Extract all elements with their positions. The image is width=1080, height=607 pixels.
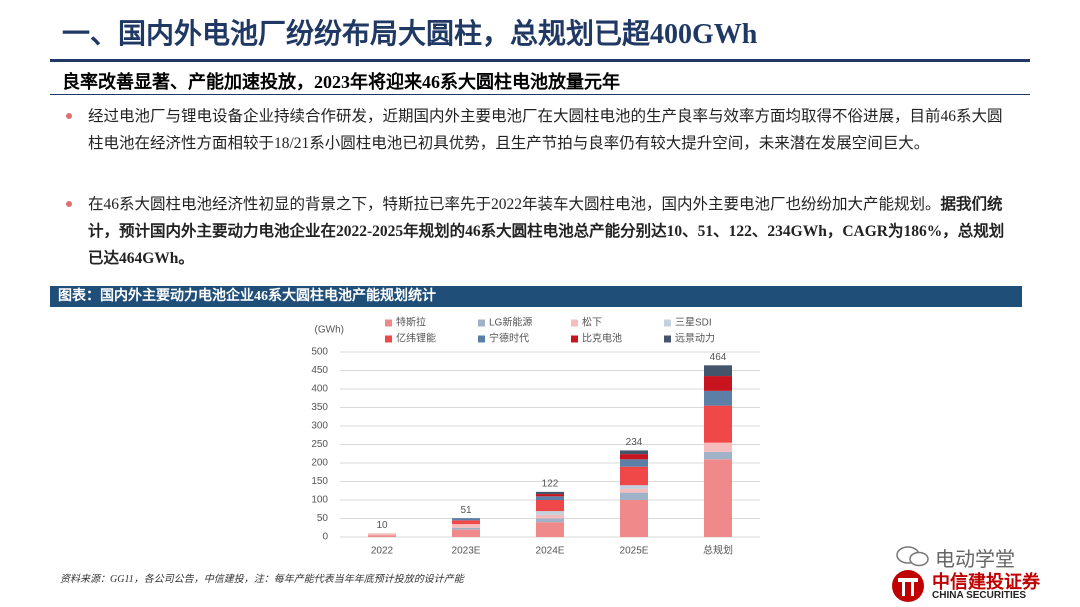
subtitle-rule xyxy=(50,94,1030,95)
x-tick-label: 总规划 xyxy=(703,544,733,557)
y-tick-label: 200 xyxy=(311,458,328,469)
legend-swatch xyxy=(385,319,392,327)
bar-segment xyxy=(536,522,564,537)
y-tick-label: 450 xyxy=(311,365,328,376)
y-tick-label: 500 xyxy=(311,347,328,358)
y-tick-label: 250 xyxy=(311,439,328,450)
bar-segment xyxy=(452,524,480,528)
x-tick-label: 2023E xyxy=(452,546,481,557)
bar-segment xyxy=(704,442,732,452)
logo-name: 中信建投证券 xyxy=(932,572,1040,592)
bullet-text: 经过电池厂与锂电设备企业持续合作研发，近期国内外主要电池厂在大圆柱电池的生产良率… xyxy=(88,108,1003,152)
bullet-text: 在46系大圆柱电池经济性初显的背景之下，特斯拉已率先于2022年装车大圆柱电池，… xyxy=(88,196,941,213)
y-tick-label: 0 xyxy=(322,532,328,543)
logo-mark xyxy=(892,570,924,602)
bar-segment xyxy=(452,529,480,537)
legend-label: 比克电池 xyxy=(582,332,622,345)
total-label: 234 xyxy=(626,437,643,448)
x-tick-label: 2024E xyxy=(536,546,565,557)
legend-swatch xyxy=(478,335,485,343)
watermark: 电动学堂 xyxy=(935,547,1015,571)
legend-label: LG新能源 xyxy=(489,316,532,329)
legend-label: 三星SDI xyxy=(675,317,712,329)
legend-label: 亿纬锂能 xyxy=(396,332,436,345)
bar-segment xyxy=(620,492,648,500)
legend-label: 宁德时代 xyxy=(489,332,529,345)
bar-segment xyxy=(620,488,648,493)
bar-segment xyxy=(704,376,732,391)
y-tick-label: 300 xyxy=(311,421,328,432)
bar-segment xyxy=(620,450,648,455)
source-note: 资料来源：GG11，各公司公告，中信建投，注：每年产能代表当年年底预计投放的设计… xyxy=(60,574,464,585)
legend-swatch xyxy=(664,319,671,327)
bar-segment xyxy=(536,500,564,512)
legend-label: 松下 xyxy=(582,316,602,329)
legend-swatch xyxy=(478,319,485,327)
x-tick-label: 2025E xyxy=(620,546,649,557)
bar-segment xyxy=(704,451,732,460)
y-tick-label: 150 xyxy=(311,476,328,487)
logo-english: CHINA SECURITIES xyxy=(932,590,1027,601)
bar-segment xyxy=(704,405,732,443)
legend-label: 特斯拉 xyxy=(396,316,426,329)
total-label: 51 xyxy=(460,505,472,516)
bar-segment xyxy=(620,454,648,460)
bar-segment xyxy=(452,520,480,525)
legend-label: 远景动力 xyxy=(675,332,715,345)
bar-segment xyxy=(536,514,564,519)
total-label: 10 xyxy=(376,520,388,531)
legend-swatch xyxy=(571,335,578,343)
bar-segment xyxy=(536,518,564,523)
legend-swatch xyxy=(664,335,671,343)
bar-segment xyxy=(452,527,480,530)
bar-segment xyxy=(368,535,396,537)
y-tick-label: 50 xyxy=(317,513,329,524)
bar-segment xyxy=(536,511,564,515)
legend-swatch xyxy=(571,319,578,327)
bar-segment xyxy=(452,518,480,521)
slide-title: 一、国内外电池厂纷纷布局大圆柱，总规划已超400GWh xyxy=(62,19,758,50)
title-rule xyxy=(50,59,1030,62)
bar-segment xyxy=(368,533,396,536)
bar-segment xyxy=(620,466,648,486)
chart: (GWh) 0 50 100 150 200 250 300 350 400 450 500 特斯拉 LG… xyxy=(311,316,760,557)
wechat-icon xyxy=(896,546,929,567)
bar-segment xyxy=(620,500,648,537)
y-axis-unit: (GWh) xyxy=(315,325,344,336)
legend-swatch xyxy=(385,335,392,343)
bar-segment xyxy=(704,459,732,537)
bar-segment xyxy=(704,365,732,377)
bullet: 在46系大圆柱电池经济性初显的背景之下，特斯拉已率先于2022年装车大圆柱电池，… xyxy=(88,191,1008,272)
subtitle: 良率改善显著、产能加速投放，2023年将迎来46系大圆柱电池放量元年 xyxy=(62,72,620,92)
y-tick-label: 100 xyxy=(311,495,328,506)
bullet-bold-text: 据我们统计，预计国内外主要动力电池企业在2022-2025年规划的46系大圆柱电… xyxy=(88,196,1005,267)
y-tick-label: 350 xyxy=(311,402,328,413)
bar-segment xyxy=(704,390,732,406)
bullet-marker xyxy=(66,201,72,207)
total-label: 464 xyxy=(710,352,727,363)
chart-header: 图表：国内外主要动力电池企业46系大圆柱电池产能规划统计 xyxy=(50,286,1022,307)
x-tick-label: 2022 xyxy=(371,546,394,557)
bar-segment xyxy=(536,494,564,497)
bar-segment xyxy=(620,459,648,467)
total-label: 122 xyxy=(542,479,559,490)
bar-segment xyxy=(620,485,648,489)
y-tick-label: 400 xyxy=(311,384,328,395)
bar-segment xyxy=(536,491,564,495)
bullet-marker xyxy=(66,113,72,119)
bar-segment xyxy=(536,496,564,500)
